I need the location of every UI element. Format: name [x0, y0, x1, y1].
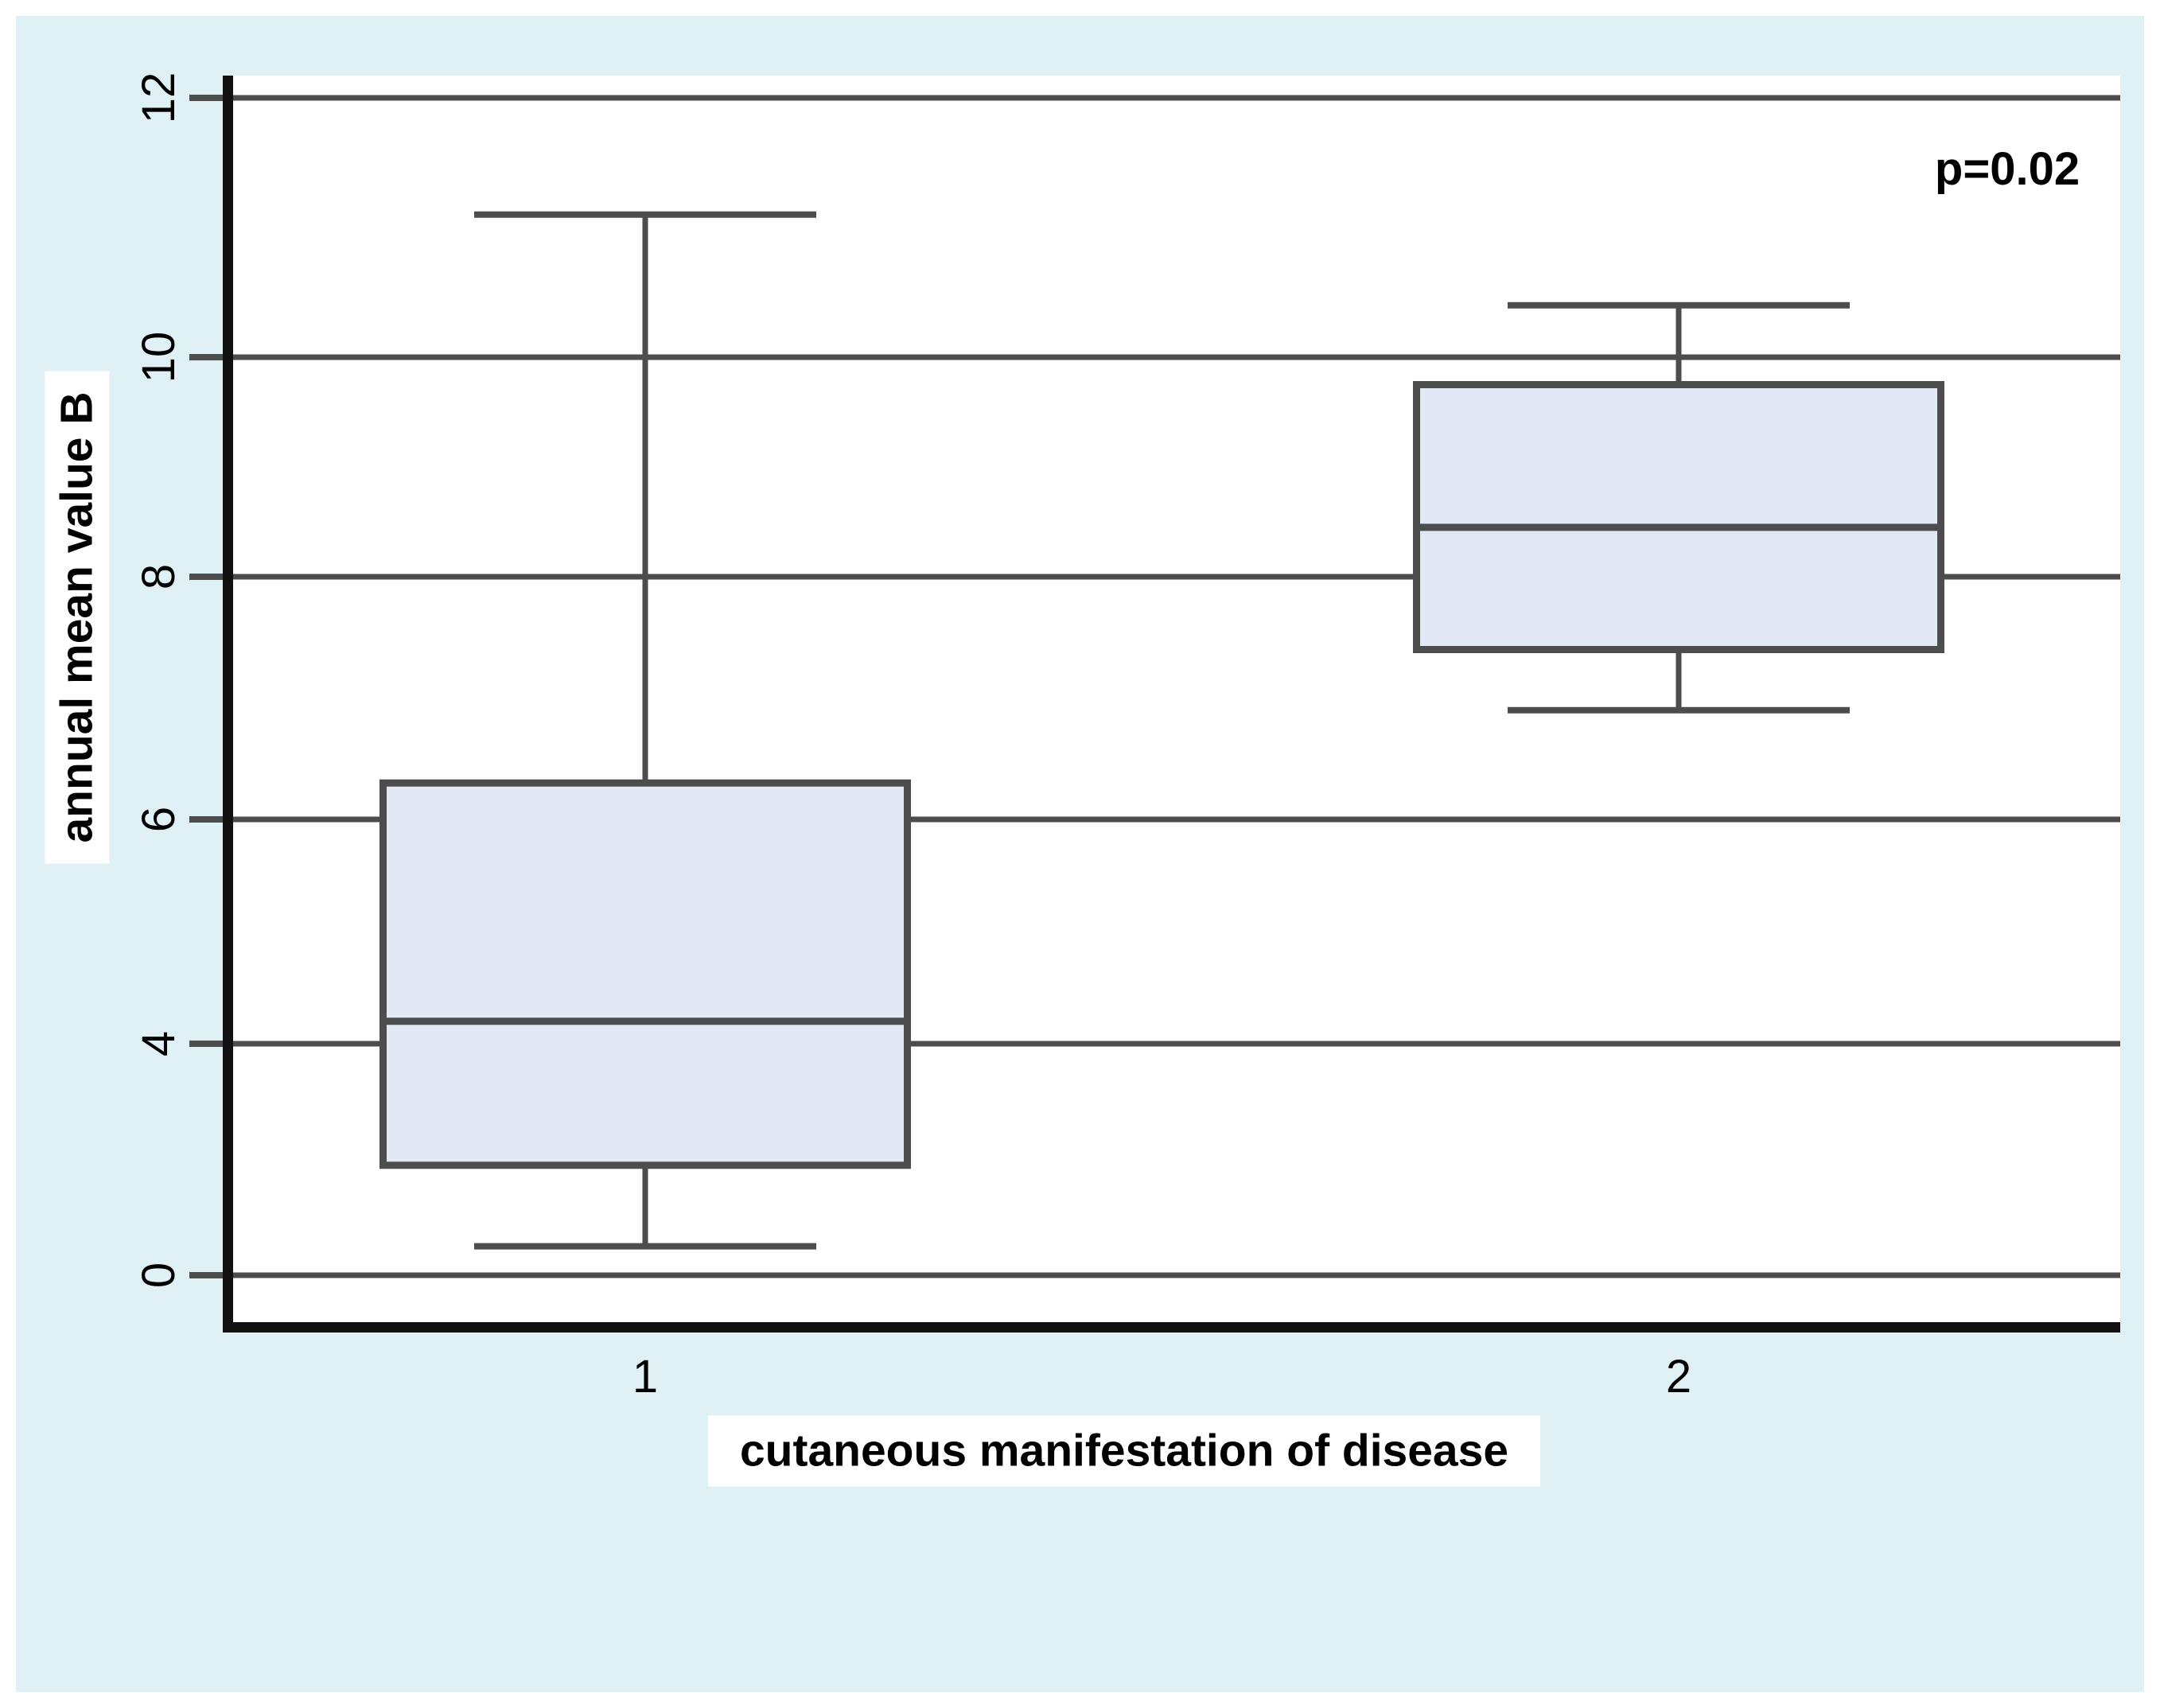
y-tick-label-4: 4: [133, 1030, 185, 1057]
y-tick-label-10: 10: [133, 331, 185, 383]
y-axis-title: annual mean value B: [45, 371, 110, 864]
y-tick-label-0: 0: [133, 1262, 185, 1289]
x-category-label-1: 1: [632, 1351, 659, 1403]
x-axis-title: cutaneous manifestation of disease: [707, 1415, 1541, 1487]
x-category-label-2: 2: [1665, 1351, 1692, 1403]
y-tick-label-8: 8: [133, 563, 185, 590]
y-tick-label-12: 12: [133, 72, 185, 124]
box-1: [379, 779, 911, 1169]
p-value-annotation: p=0.02: [1934, 143, 2080, 195]
box-2: [1413, 381, 1944, 653]
y-tick-label-6: 6: [133, 806, 185, 833]
